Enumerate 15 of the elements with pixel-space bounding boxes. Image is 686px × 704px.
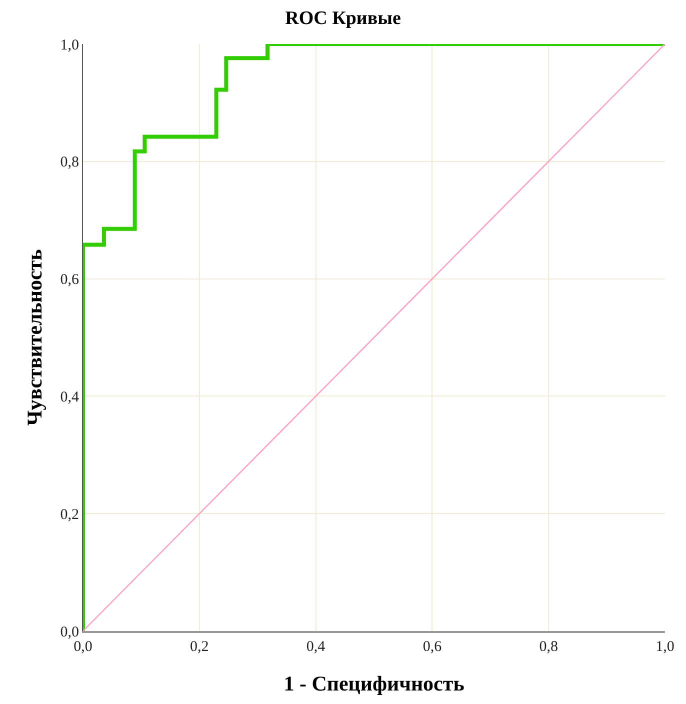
x-tick-label: 0,8 bbox=[539, 639, 558, 655]
x-tick-label: 0,6 bbox=[422, 639, 442, 655]
y-tick-label: 0,0 bbox=[60, 624, 79, 640]
x-tick-label: 0,4 bbox=[306, 639, 326, 655]
x-axis-title: 1 - Специфичность bbox=[284, 672, 464, 696]
x-tick-label: 0,0 bbox=[74, 639, 92, 655]
y-tick-label: 1,0 bbox=[60, 37, 79, 54]
chart-title: ROC Кривые bbox=[285, 8, 401, 29]
x-tick-label: 1,0 bbox=[656, 639, 674, 655]
y-tick-label: 0,8 bbox=[60, 154, 79, 171]
y-tick-label: 0,4 bbox=[60, 389, 80, 406]
y-tick-label: 0,6 bbox=[60, 272, 80, 288]
y-tick-label: 0,2 bbox=[60, 506, 79, 523]
x-tick-label: 0,2 bbox=[190, 639, 209, 655]
y-axis-title: Чувствительность bbox=[22, 249, 46, 426]
